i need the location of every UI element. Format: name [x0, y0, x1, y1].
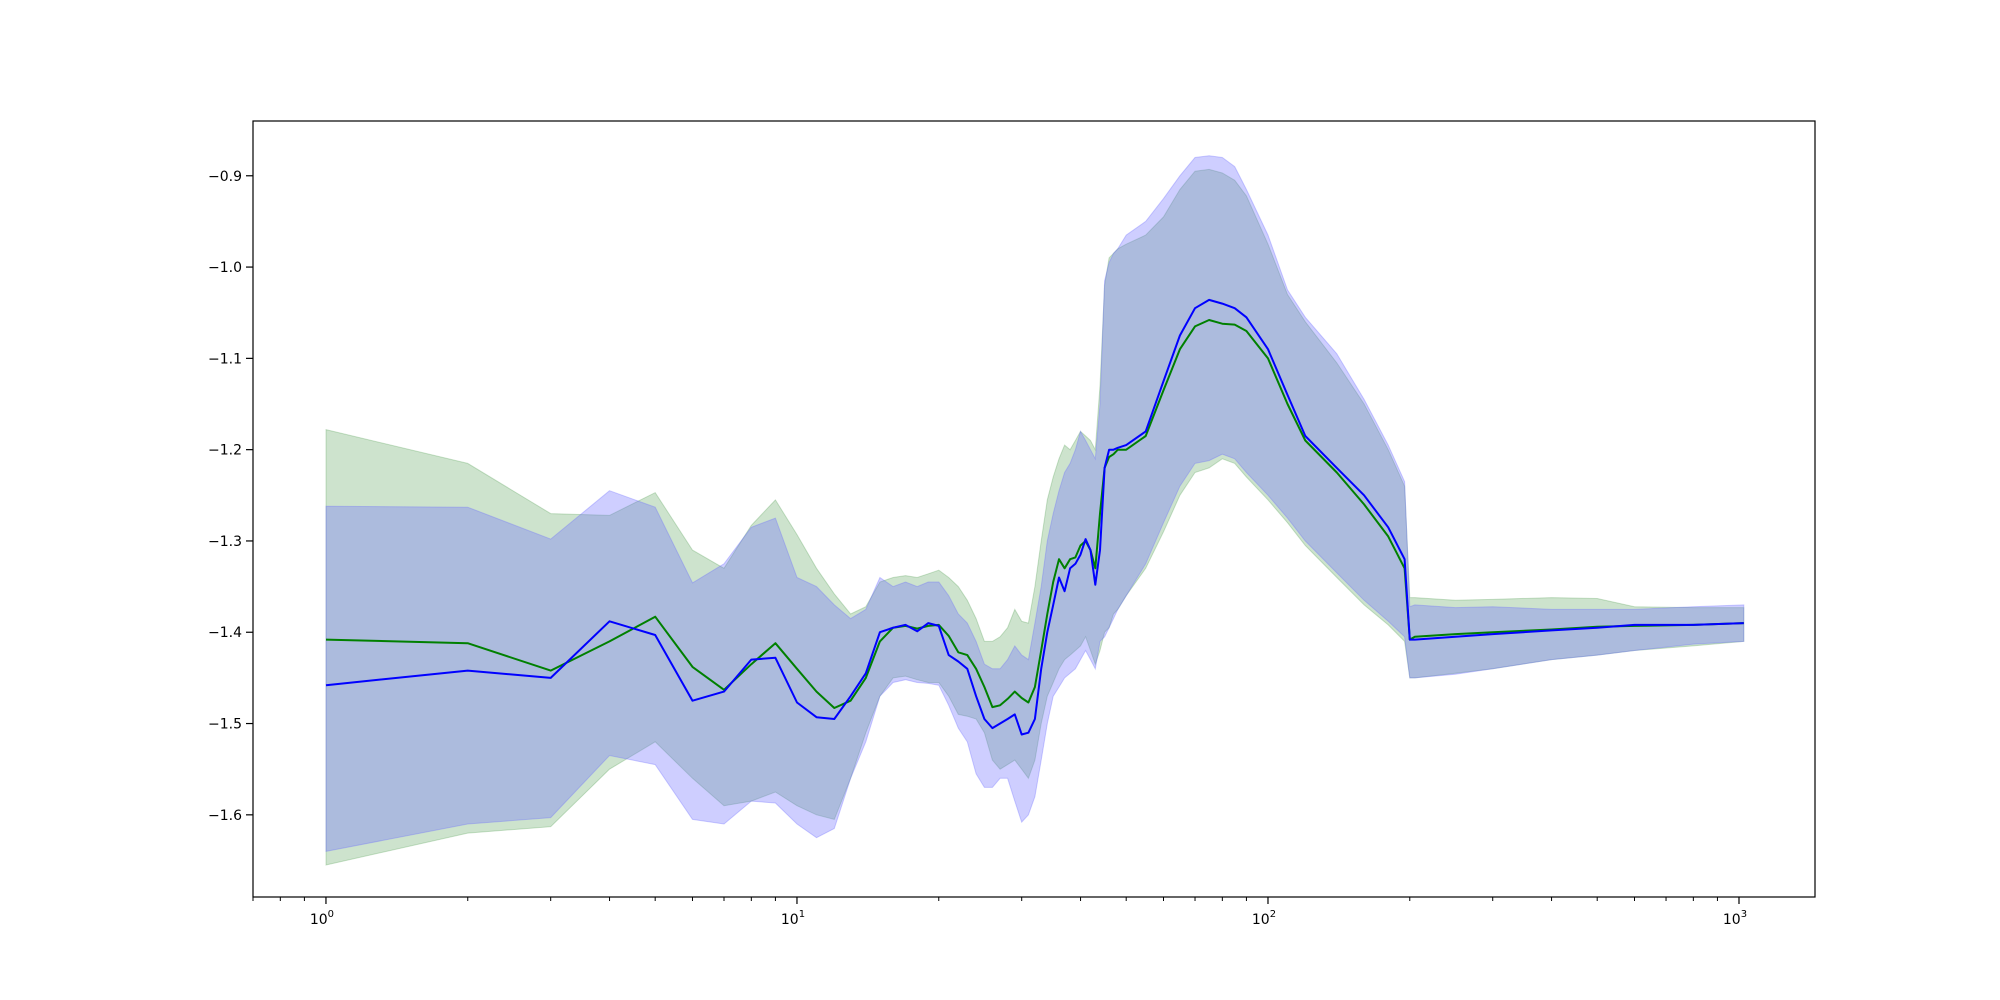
- x-tick-label: 103: [1723, 909, 1747, 928]
- y-tick-label: −1.0: [208, 260, 242, 276]
- y-tick-label: −1.3: [208, 534, 242, 550]
- y-tick-label: −1.6: [208, 808, 242, 824]
- x-tick-label: 101: [781, 909, 805, 928]
- y-tick-label: −1.5: [208, 717, 242, 733]
- y-axis: −0.9 −1.0 −1.1 −1.2 −1.3 −1.4 −1.5 −1.6: [208, 169, 253, 824]
- y-tick-label: −1.2: [208, 443, 242, 459]
- x-axis: 100 101 102 103: [252, 897, 1747, 928]
- y-tick-label: −1.1: [208, 351, 242, 367]
- series-lines: [325, 298, 1744, 736]
- y-tick-label: −1.4: [208, 625, 242, 641]
- series-2-line: [325, 298, 1744, 736]
- series-1-line: [325, 319, 1744, 709]
- x-tick-label: 102: [1252, 909, 1276, 928]
- x-tick-label: 100: [310, 909, 334, 928]
- plot-frame: [252, 120, 1816, 898]
- y-tick-label: −0.9: [208, 169, 242, 185]
- series-1-band: [325, 168, 1745, 866]
